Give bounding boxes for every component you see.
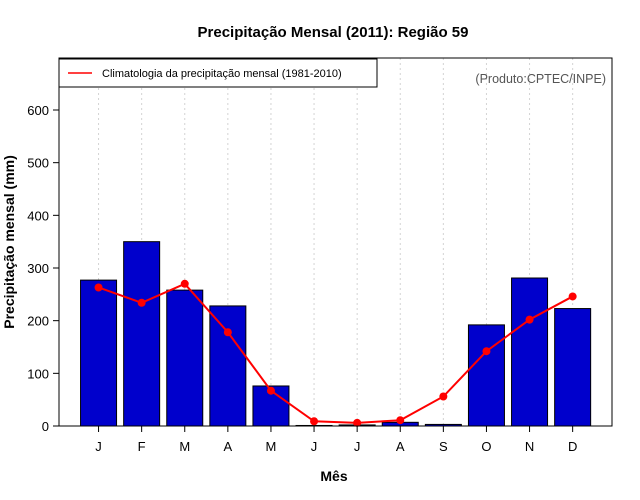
y-tick-label-400: 400	[27, 208, 49, 223]
climatology-point-3	[180, 279, 189, 288]
y-tick-label-0: 0	[42, 419, 49, 434]
x-tick-label-1: J	[95, 439, 102, 454]
climatology-point-12	[568, 292, 577, 301]
bar-1	[80, 279, 118, 427]
x-tick-label-3: M	[179, 439, 190, 454]
y-axis: 0 100 200 300 400 500 600	[27, 103, 59, 434]
x-tick-label-7: J	[354, 439, 361, 454]
climatology-point-7	[353, 418, 362, 427]
chart-title: Precipitação Mensal (2011): Região 59	[198, 24, 469, 41]
climatology-point-5	[266, 386, 275, 395]
climatology-series	[94, 279, 577, 427]
climatology-point-2	[137, 298, 146, 307]
bar-2	[123, 241, 161, 427]
bar-4	[209, 305, 247, 427]
climatology-point-6	[310, 417, 319, 426]
y-tick-label-300: 300	[27, 261, 49, 276]
bar-10	[467, 324, 505, 427]
x-tick-label-9: S	[439, 439, 448, 454]
bar-series	[80, 241, 592, 427]
climatology-point-4	[223, 328, 232, 337]
x-tick-label-10: O	[481, 439, 491, 454]
y-tick-label-500: 500	[27, 156, 49, 171]
legend-entry-climatology: Climatologia da precipitação mensal (198…	[102, 68, 342, 80]
y-tick-label-600: 600	[27, 103, 49, 118]
climatology-point-11	[525, 315, 534, 324]
x-tick-label-12: D	[568, 439, 577, 454]
bar-3	[166, 289, 204, 427]
legend-box	[58, 58, 378, 88]
y-tick-label-100: 100	[27, 366, 49, 381]
credit-text: (Produto:CPTEC/INPE)	[475, 72, 606, 86]
y-tick-label-200: 200	[27, 314, 49, 329]
x-tick-label-8: A	[396, 439, 405, 454]
bar-11	[511, 277, 549, 427]
y-axis-label: Precipitação mensal (mm)	[1, 155, 17, 329]
x-tick-label-5: M	[266, 439, 277, 454]
climatology-point-8	[396, 416, 405, 425]
x-tick-label-11: N	[525, 439, 534, 454]
x-axis-label: Mês	[320, 468, 347, 484]
climatology-line	[98, 282, 574, 424]
x-tick-label-2: F	[138, 439, 146, 454]
x-tick-label-6: J	[311, 439, 318, 454]
legend: Climatologia da precipitação mensal (198…	[58, 58, 378, 88]
climatology-point-10	[482, 347, 491, 356]
climatology-point-9	[439, 392, 448, 401]
plot-frame	[58, 57, 613, 427]
climatology-point-1	[94, 283, 103, 292]
bar-12	[554, 308, 592, 427]
x-tick-label-4: A	[224, 439, 233, 454]
